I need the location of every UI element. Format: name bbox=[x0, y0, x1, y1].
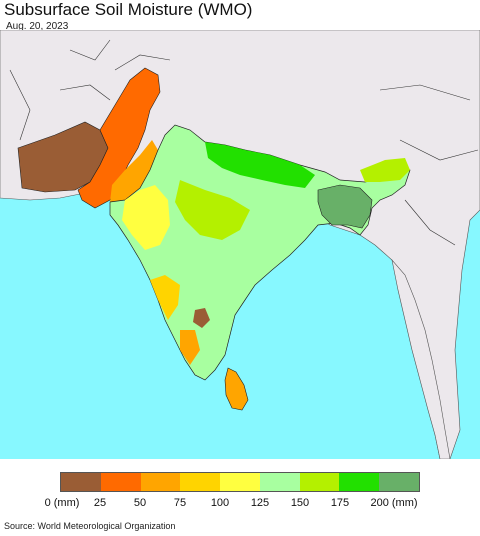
brown-spot-south bbox=[193, 308, 210, 328]
legend-label: 0 (mm) bbox=[44, 497, 80, 509]
lime-zone bbox=[175, 180, 250, 240]
legend-swatch bbox=[180, 473, 221, 491]
legend-swatch bbox=[299, 473, 340, 491]
legend-label: 100 bbox=[210, 497, 230, 509]
legend-swatch bbox=[100, 473, 141, 491]
inner-borders bbox=[9, 39, 479, 246]
legend-label: 75 bbox=[173, 497, 187, 509]
legend-swatch bbox=[379, 473, 420, 491]
legend-swatch bbox=[259, 473, 300, 491]
myanmar-coast bbox=[391, 258, 451, 459]
green-band-north bbox=[205, 142, 315, 188]
legend-swatch bbox=[61, 473, 101, 491]
yellow-zone-west bbox=[122, 185, 170, 250]
legend-swatch bbox=[339, 473, 380, 491]
legend-label: 25 bbox=[93, 497, 107, 509]
orange-region bbox=[77, 67, 161, 209]
legend-label: 200 (mm) bbox=[370, 497, 418, 509]
map-title: Subsurface Soil Moisture (WMO) bbox=[4, 0, 253, 19]
yellow-zone-south bbox=[150, 275, 180, 320]
map-date: Aug. 20, 2023 bbox=[6, 21, 69, 32]
legend-label: 50 bbox=[133, 497, 147, 509]
legend-swatch bbox=[220, 473, 260, 491]
legend-labels: 0 (mm) 25 50 75 100 125 150 175 200 (mm) bbox=[0, 497, 480, 511]
amber-region bbox=[110, 140, 158, 202]
source-credit: Source: World Meteorological Organizatio… bbox=[4, 521, 176, 531]
bangladesh bbox=[317, 184, 373, 229]
legend-color-bar bbox=[60, 472, 420, 492]
orange-spot-south bbox=[180, 330, 200, 365]
legend-label: 150 bbox=[290, 497, 310, 509]
legend-swatch bbox=[140, 473, 181, 491]
soil-moisture-map bbox=[0, 30, 480, 459]
sri-lanka bbox=[224, 367, 249, 411]
legend-label: 175 bbox=[330, 497, 350, 509]
lime-zone-east bbox=[360, 158, 410, 182]
legend-label: 125 bbox=[250, 497, 270, 509]
